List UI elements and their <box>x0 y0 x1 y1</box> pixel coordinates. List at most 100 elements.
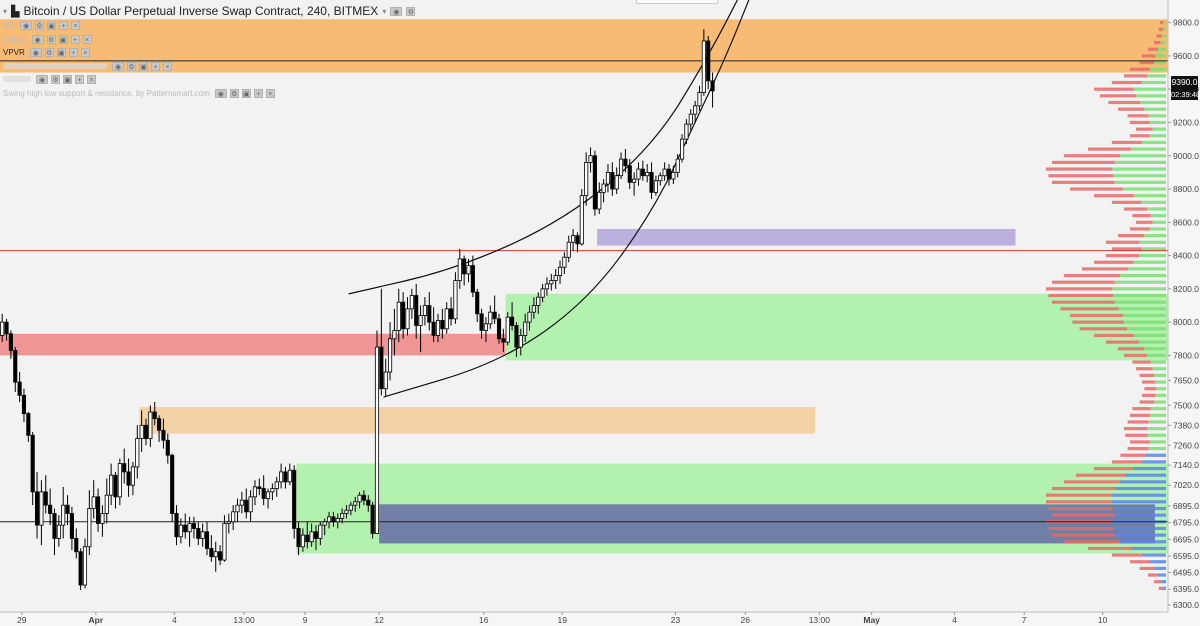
add-icon[interactable]: + <box>68 48 78 58</box>
y-tick-label-3: 9200.0 <box>1173 117 1199 127</box>
y-tick-label-5: 8800.0 <box>1173 184 1199 194</box>
close-icon[interactable]: × <box>71 21 80 31</box>
volume-bar-sell-13 <box>1118 107 1145 111</box>
volume-bar-buy-84 <box>1160 580 1166 584</box>
time-axis-background[interactable] <box>0 612 1200 626</box>
volume-bar-sell-66 <box>1112 460 1142 464</box>
volume-bar-sell-82 <box>1139 566 1155 570</box>
zone-1 <box>0 333 506 356</box>
volume-bar-buy-45 <box>1123 320 1166 324</box>
candle-body-50 <box>218 551 223 561</box>
arc-line-0 <box>348 0 739 295</box>
indicator-name: Swing high low support & resistance, by … <box>3 88 210 98</box>
candle-body-32 <box>139 424 144 440</box>
volume-bar-sell-22 <box>1046 167 1112 171</box>
x-tick-label-3: 13:00 <box>233 615 255 625</box>
format-icon[interactable]: ▣ <box>241 88 251 98</box>
volume-bar-buy-27 <box>1141 200 1166 204</box>
settings-icon[interactable]: ⚙ <box>51 75 60 85</box>
eye-icon[interactable]: ◉ <box>31 34 44 44</box>
settings-icon[interactable]: ⚙ <box>46 34 56 44</box>
settings-icon[interactable]: ⚙ <box>44 48 54 58</box>
indicator-row-1[interactable]: Guppy ◉ ⚙ ▣ + × <box>3 33 415 47</box>
settings-icon[interactable]: ⚙ <box>127 61 136 71</box>
eye-icon[interactable]: ◉ <box>214 88 227 98</box>
volume-bar-buy-33 <box>1139 240 1166 244</box>
settings-icon[interactable]: ⚙ <box>35 21 44 31</box>
candle-body-153 <box>666 168 672 180</box>
format-icon[interactable]: ▣ <box>58 34 68 44</box>
price-axis-background[interactable] <box>1168 0 1200 626</box>
format-icon[interactable]: ▣ <box>63 75 72 85</box>
candle-body-126 <box>549 280 554 285</box>
eye-icon[interactable]: ◉ <box>36 75 48 85</box>
add-icon[interactable]: + <box>59 21 68 31</box>
volume-bar-buy-81 <box>1149 560 1166 564</box>
eye-icon[interactable]: ◉ <box>29 48 42 58</box>
candle-body-118 <box>514 325 519 348</box>
close-icon[interactable]: × <box>80 48 90 58</box>
indicator-row-5[interactable]: Swing high low support & resistance, by … <box>3 87 415 101</box>
volume-bar-buy-39 <box>1114 280 1166 284</box>
price-axis[interactable]: 9800.09600.09400.09200.09000.08800.08600… <box>1168 18 1199 610</box>
settings-icon[interactable]: ⚙ <box>229 88 239 98</box>
candle-body-111 <box>483 323 488 331</box>
eye-icon[interactable]: ◉ <box>390 6 403 16</box>
close-icon[interactable]: × <box>265 88 275 98</box>
indicator-row-3[interactable]: ◉ ⚙ ▣ + × <box>3 60 415 74</box>
close-icon[interactable]: × <box>82 34 92 44</box>
zone-3 <box>597 228 1016 246</box>
candle-body-28 <box>122 463 127 473</box>
y-tick-label-7: 8400.0 <box>1173 251 1199 261</box>
candle-body-100 <box>435 320 441 336</box>
indicator-row-0[interactable]: MA ◉ ⚙ ▣ + × <box>3 19 415 33</box>
volume-bar-sell-41 <box>1048 293 1114 298</box>
add-icon[interactable]: + <box>70 34 80 44</box>
candle-body-112 <box>488 311 493 325</box>
collapse-arrow-icon[interactable]: ▾ <box>3 6 8 16</box>
settings-icon[interactable]: ⚙ <box>406 6 416 16</box>
candle-body-95 <box>414 295 419 326</box>
volume-bar-sell-9 <box>1112 80 1142 85</box>
candle-body-41 <box>178 524 183 538</box>
add-icon[interactable]: + <box>253 88 263 98</box>
volume-bar-sell-60 <box>1127 420 1149 424</box>
volume-bar-sell-78 <box>1064 540 1121 544</box>
close-icon[interactable]: × <box>87 75 96 85</box>
eye-icon[interactable]: ◉ <box>112 61 124 71</box>
candle-body-56 <box>244 499 249 513</box>
eye-icon[interactable]: ◉ <box>20 21 32 31</box>
candle-body-89 <box>388 338 393 373</box>
indicator-row-2[interactable]: VPVR ◉ ⚙ ▣ + × <box>3 46 415 60</box>
zone-6 <box>379 504 1155 544</box>
candle-body-74 <box>322 521 327 526</box>
close-icon[interactable]: × <box>163 61 172 71</box>
volume-bar-sell-63 <box>1130 440 1150 444</box>
candle-body-125 <box>544 283 550 290</box>
volume-bar-sell-53 <box>1139 373 1155 377</box>
volume-bar-buy-18 <box>1141 140 1166 145</box>
volume-bar-buy-54 <box>1155 380 1166 384</box>
candle-body-40 <box>174 513 179 538</box>
volume-bar-buy-52 <box>1152 367 1166 371</box>
indicator-row-4[interactable]: ◉ ⚙ ▣ + × <box>3 73 415 87</box>
format-icon[interactable]: ▣ <box>56 48 66 58</box>
volume-bar-buy-42 <box>1114 300 1166 304</box>
volume-bar-sell-58 <box>1132 407 1151 411</box>
volume-bar-buy-64 <box>1148 446 1166 451</box>
candle-body-66 <box>287 469 292 483</box>
candle-body-98 <box>427 305 432 323</box>
add-icon[interactable]: + <box>75 75 84 85</box>
volume-bar-buy-68 <box>1125 473 1166 477</box>
x-tick-label-7: 19 <box>557 615 567 625</box>
candle-body-5 <box>21 394 27 415</box>
candle-body-76 <box>331 516 336 523</box>
format-icon[interactable]: ▣ <box>139 61 148 71</box>
time-axis[interactable]: 29 Apr 4 13:00 9 12 16 19 23 26 13:00 May 4 7 10 <box>17 612 1108 625</box>
add-icon[interactable]: + <box>151 61 160 71</box>
format-icon[interactable]: ▣ <box>47 21 56 31</box>
candle-body-13 <box>56 524 61 539</box>
title-dropdown-icon[interactable]: ▾ <box>382 6 387 16</box>
candle-body-23 <box>100 513 105 524</box>
